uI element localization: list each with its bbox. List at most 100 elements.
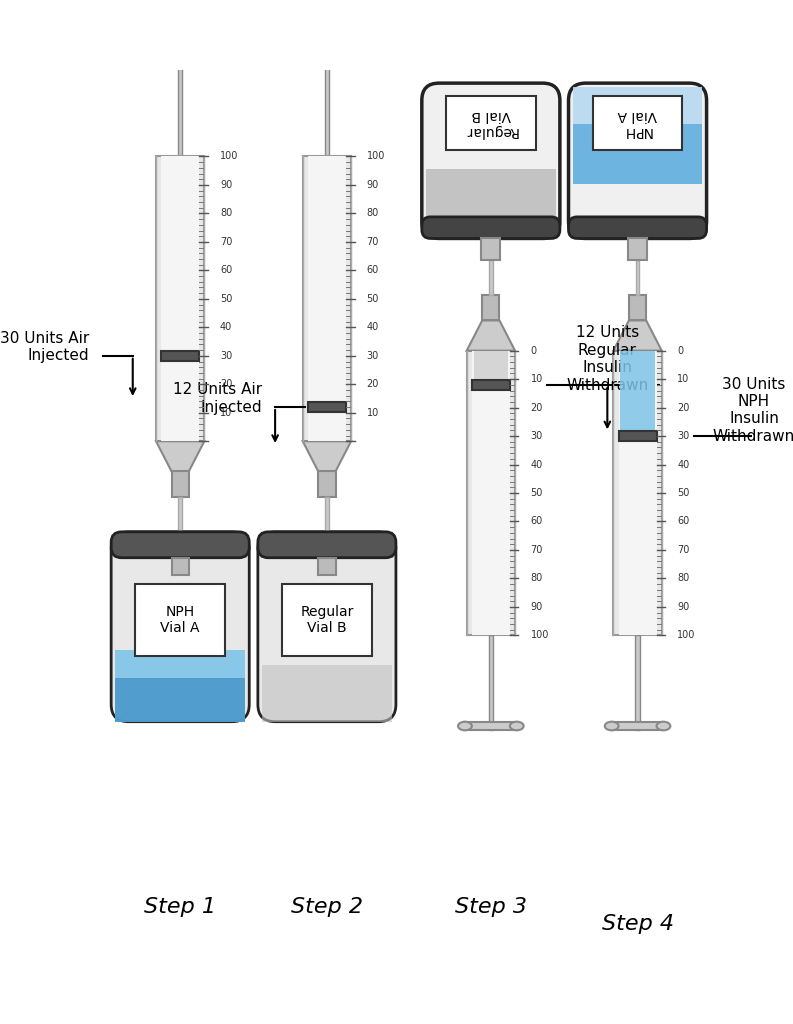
Bar xyxy=(472,380,510,390)
Text: 30: 30 xyxy=(677,431,689,441)
Text: 80: 80 xyxy=(677,573,689,584)
Bar xyxy=(481,239,500,260)
Bar xyxy=(178,53,182,157)
Bar xyxy=(171,558,189,575)
Bar xyxy=(308,157,346,441)
Text: Step 1: Step 1 xyxy=(144,897,216,918)
Bar xyxy=(472,350,510,636)
Bar xyxy=(611,722,664,730)
Polygon shape xyxy=(303,441,351,471)
Text: Step 2: Step 2 xyxy=(291,897,363,918)
FancyBboxPatch shape xyxy=(569,83,707,239)
Text: 10: 10 xyxy=(220,408,232,418)
Text: 60: 60 xyxy=(366,265,379,275)
Text: 20: 20 xyxy=(220,379,232,389)
Text: 60: 60 xyxy=(531,516,542,526)
Text: 40: 40 xyxy=(366,323,379,333)
Ellipse shape xyxy=(605,722,619,730)
Bar xyxy=(628,239,647,260)
Bar xyxy=(619,350,657,636)
Text: 100: 100 xyxy=(531,631,549,640)
Bar xyxy=(482,295,500,321)
Text: 90: 90 xyxy=(366,180,379,189)
Text: 80: 80 xyxy=(531,573,542,584)
Bar xyxy=(489,260,492,295)
Text: 0: 0 xyxy=(531,346,537,355)
Text: 30: 30 xyxy=(531,431,542,441)
Bar xyxy=(308,401,346,413)
Bar xyxy=(116,679,245,722)
Bar xyxy=(488,636,493,730)
Text: 50: 50 xyxy=(531,488,543,498)
Ellipse shape xyxy=(346,53,360,61)
Polygon shape xyxy=(467,321,515,350)
Text: 20: 20 xyxy=(677,402,690,413)
Bar xyxy=(262,665,392,722)
Text: Regular
Vial B: Regular Vial B xyxy=(301,604,354,635)
Bar xyxy=(635,636,640,730)
Ellipse shape xyxy=(657,722,670,730)
Bar xyxy=(161,157,199,441)
Bar xyxy=(614,350,661,636)
Bar xyxy=(116,649,245,722)
Text: 12 Units
Regular
Insulin
Withdrawn: 12 Units Regular Insulin Withdrawn xyxy=(566,326,649,392)
Bar xyxy=(629,295,646,321)
Ellipse shape xyxy=(510,722,523,730)
FancyBboxPatch shape xyxy=(422,217,560,239)
Bar xyxy=(636,260,639,295)
Text: 100: 100 xyxy=(366,152,385,162)
Text: 90: 90 xyxy=(220,180,232,189)
Ellipse shape xyxy=(458,722,472,730)
Bar xyxy=(178,498,182,531)
Text: 60: 60 xyxy=(220,265,232,275)
Text: 60: 60 xyxy=(677,516,689,526)
FancyBboxPatch shape xyxy=(569,217,707,239)
Text: NPH
Vial A: NPH Vial A xyxy=(618,109,657,138)
Text: 50: 50 xyxy=(366,294,379,304)
Bar xyxy=(592,96,683,151)
Bar xyxy=(301,53,353,61)
Text: 100: 100 xyxy=(220,152,238,162)
Text: 10: 10 xyxy=(531,374,542,384)
Text: 30: 30 xyxy=(366,351,379,360)
Text: 40: 40 xyxy=(531,460,542,470)
FancyBboxPatch shape xyxy=(258,531,396,558)
Text: 90: 90 xyxy=(677,602,689,612)
Bar xyxy=(473,350,508,385)
Text: 50: 50 xyxy=(677,488,690,498)
Ellipse shape xyxy=(199,53,213,61)
Polygon shape xyxy=(156,441,205,471)
Text: 100: 100 xyxy=(677,631,695,640)
Text: 70: 70 xyxy=(531,545,543,555)
Text: Step 4: Step 4 xyxy=(602,914,673,935)
Bar xyxy=(465,722,517,730)
Polygon shape xyxy=(614,321,661,350)
Text: 40: 40 xyxy=(220,323,232,333)
Bar xyxy=(325,53,329,157)
Text: 40: 40 xyxy=(677,460,689,470)
Text: Regular
Vial B: Regular Vial B xyxy=(464,109,518,138)
Bar xyxy=(318,558,335,575)
FancyBboxPatch shape xyxy=(258,531,396,722)
Bar xyxy=(620,350,655,436)
Text: 10: 10 xyxy=(677,374,689,384)
Text: 90: 90 xyxy=(531,602,542,612)
Text: 30: 30 xyxy=(220,351,232,360)
Bar xyxy=(619,431,657,441)
Text: 70: 70 xyxy=(677,545,690,555)
Bar xyxy=(325,498,328,531)
Text: 80: 80 xyxy=(220,209,232,218)
Ellipse shape xyxy=(147,53,161,61)
Ellipse shape xyxy=(294,53,308,61)
Bar xyxy=(156,157,205,441)
Text: 70: 70 xyxy=(220,237,232,247)
Text: 80: 80 xyxy=(366,209,379,218)
Bar xyxy=(303,157,351,441)
Text: 20: 20 xyxy=(531,402,543,413)
FancyBboxPatch shape xyxy=(111,531,249,558)
Text: 30 Units
NPH
Insulin
Withdrawn: 30 Units NPH Insulin Withdrawn xyxy=(713,377,793,443)
Text: Step 3: Step 3 xyxy=(455,897,527,918)
Text: 10: 10 xyxy=(366,408,379,418)
FancyBboxPatch shape xyxy=(111,531,249,722)
Bar xyxy=(446,96,536,151)
